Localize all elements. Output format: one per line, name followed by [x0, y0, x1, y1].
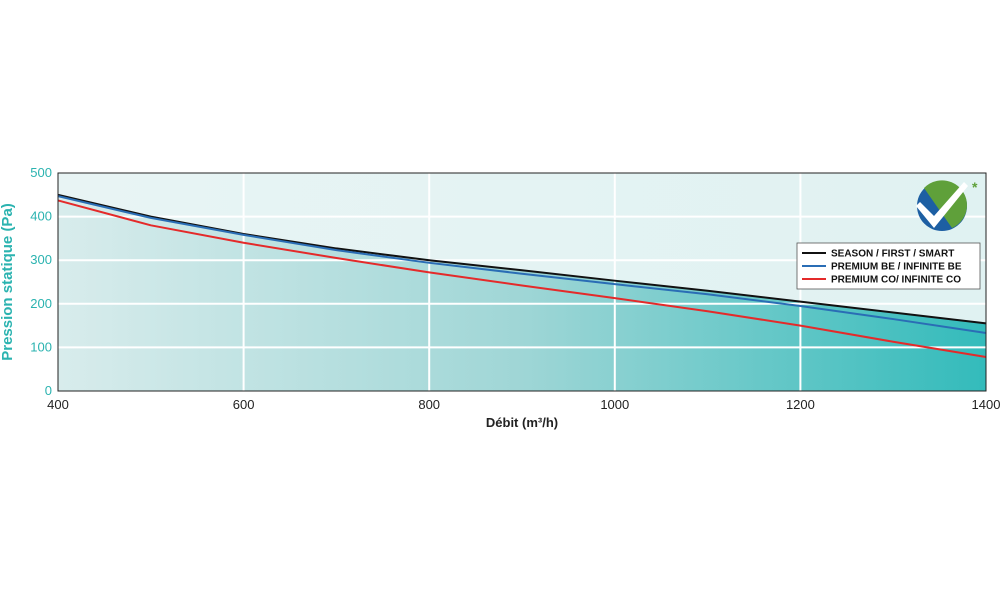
logo-asterisk: * — [972, 179, 978, 195]
x-axis-ticks: 400 600 800 1000 1200 1400 — [47, 397, 1000, 412]
x-tick-label: 1000 — [600, 397, 629, 412]
checkmark-badge-icon — [916, 182, 968, 228]
plot-frame — [57, 172, 987, 392]
y-tick-label: 500 — [30, 165, 52, 180]
y-tick-label: 0 — [45, 383, 52, 398]
logo: * — [916, 179, 978, 231]
x-tick-label: 1400 — [972, 397, 1000, 412]
y-tick-label: 200 — [30, 296, 52, 311]
y-axis-ticks: 0 100 200 300 400 500 — [30, 165, 52, 398]
x-tick-label: 1200 — [786, 397, 815, 412]
x-axis-label: Débit (m³/h) — [486, 415, 558, 430]
series-line-0 — [57, 193, 987, 325]
y-tick-label: 300 — [30, 252, 52, 267]
x-tick-label: 800 — [418, 397, 440, 412]
area-under-curve — [58, 194, 986, 391]
legend-label-1: PREMIUM BE / INFINITE BE — [831, 262, 962, 273]
x-tick-label: 600 — [233, 397, 255, 412]
series-lines — [57, 193, 987, 358]
x-tick-label: 400 — [47, 397, 69, 412]
y-axis-label: Pression statique (Pa) — [0, 203, 16, 361]
series-line-2 — [57, 199, 987, 358]
legend-label-2: PREMIUM CO/ INFINITE CO — [831, 275, 961, 286]
legend-label-0: SEASON / FIRST / SMART — [831, 249, 954, 260]
y-tick-label: 400 — [30, 209, 52, 224]
series-line-1 — [57, 195, 987, 335]
legend-box — [796, 242, 981, 290]
legend: SEASON / FIRST / SMART PREMIUM BE / INFIN… — [796, 242, 981, 290]
y-tick-label: 100 — [30, 339, 52, 354]
